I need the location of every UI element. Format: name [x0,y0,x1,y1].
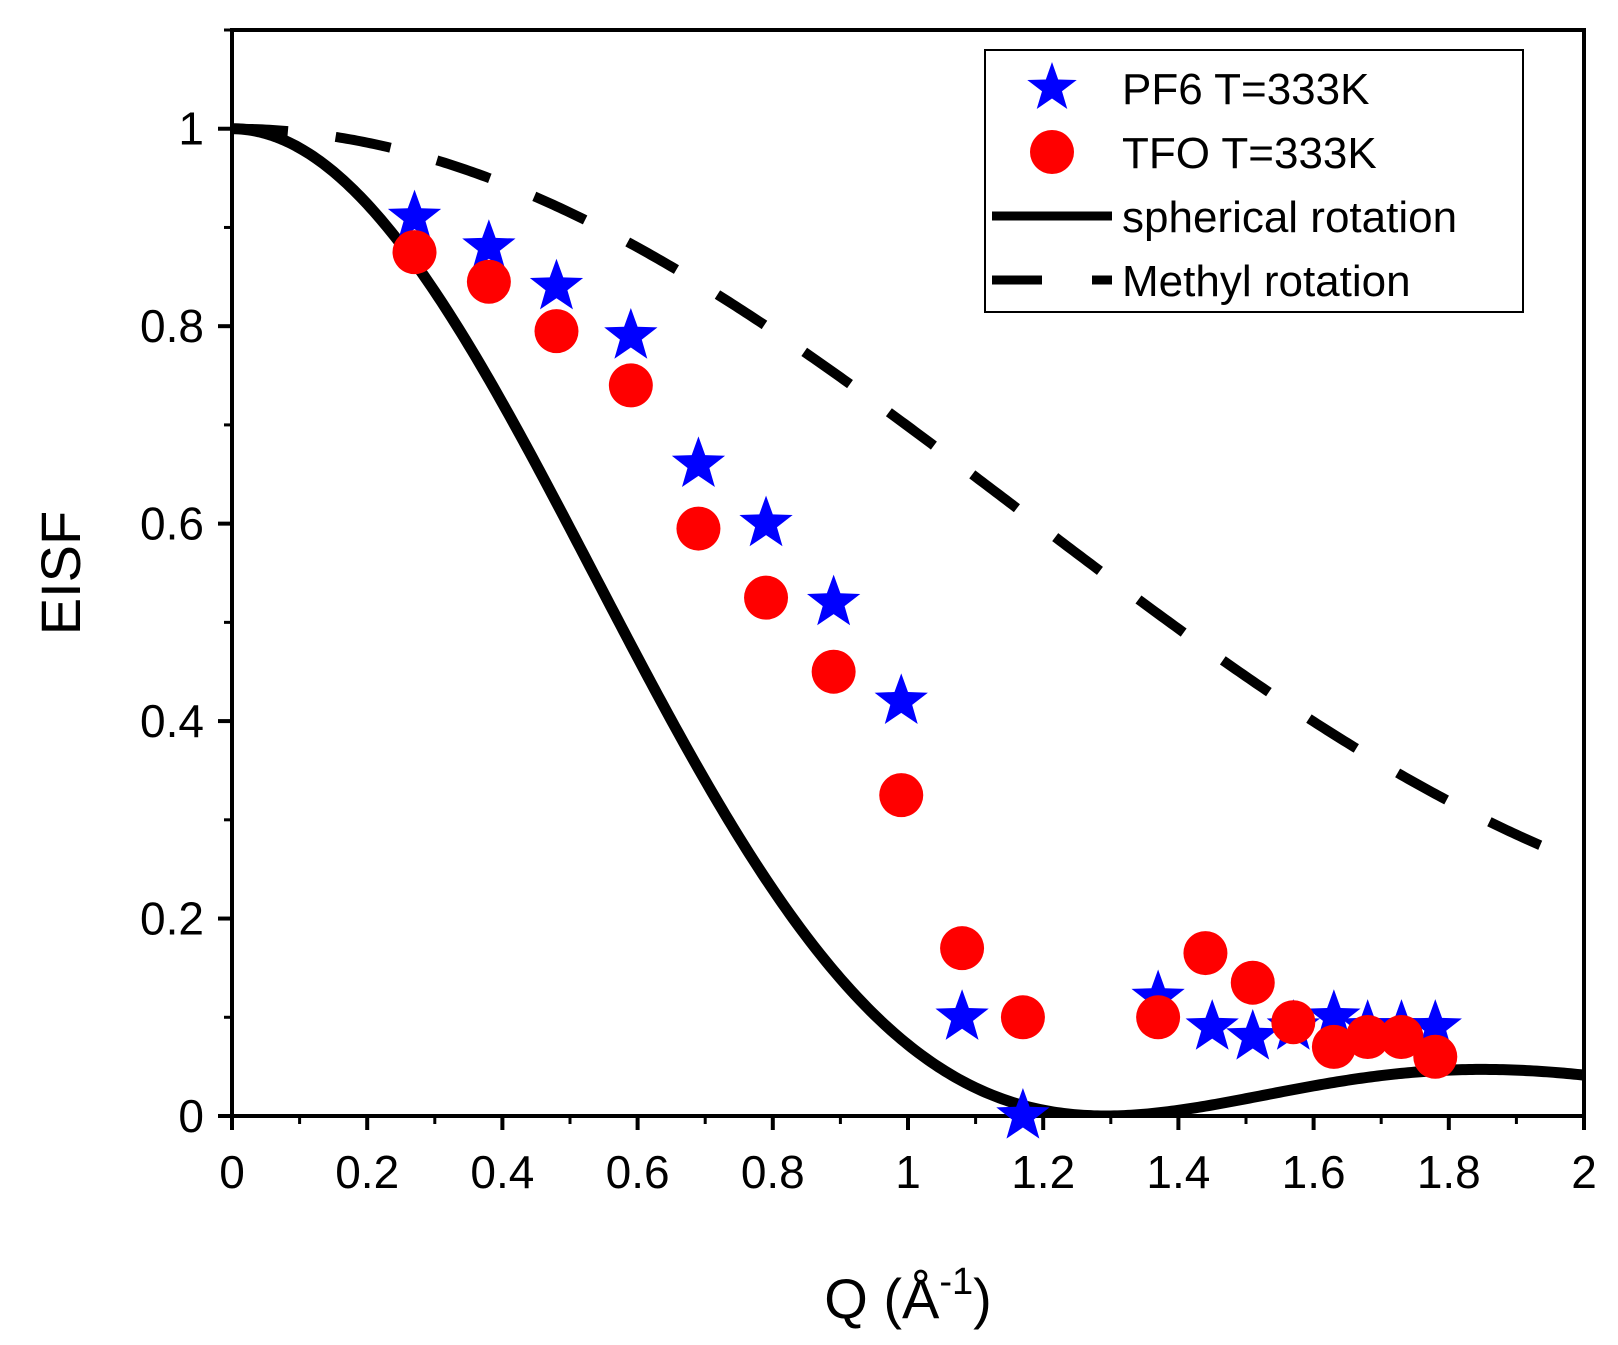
pf6-point [1307,989,1361,1040]
x-axis-title: Q (Å-1) [824,1261,992,1330]
x-tick-label: 1.4 [1146,1146,1210,1198]
legend-label: spherical rotation [1122,193,1457,242]
legend-pf6-marker [1027,62,1077,110]
tfo-point [744,575,789,620]
legend: PF6 T=333K TFO T=333K spherical rotation Me… [984,49,1524,313]
legend-box [984,49,1524,313]
pf6-point [387,189,442,241]
tfo-point [392,230,437,275]
tfo-point [534,309,579,354]
pf6-point [739,495,793,547]
methyl-rotation-curve [232,123,1584,868]
model-curves [232,123,1584,1116]
y-tick-label: 0.6 [140,498,204,550]
x-tick-label: 1.6 [1282,1146,1346,1198]
legend-tfo-marker [1030,130,1074,174]
y-tick-label: 1 [178,103,204,155]
x-tick-label: 0.8 [741,1146,805,1198]
pf6-point [996,1088,1050,1139]
x-tick-label: 0.4 [470,1146,534,1198]
tfo-point [940,926,985,971]
tfo-point [1311,1024,1356,1069]
legend-label: PF6 T=333K [1122,65,1369,114]
tfo-point [608,363,653,408]
tfo-point [1413,1034,1458,1079]
y-tick-label: 0 [178,1090,204,1142]
x-tick-label: 1 [895,1146,921,1198]
pf6-point [529,258,584,310]
y-axis-title: EISF [29,511,92,635]
tfo-series [392,230,1458,1079]
tfo-point [879,773,924,818]
tfo-point [811,649,856,694]
tfo-point [1183,931,1228,976]
x-tick-label: 1.2 [1011,1146,1075,1198]
tfo-point [1136,995,1181,1040]
tfo-point [1345,1015,1390,1060]
tfo-point [1379,1015,1424,1060]
tfo-point [1000,995,1045,1040]
y-tick-label: 0.8 [140,300,204,352]
tfo-point [676,506,721,551]
legend-label: Methyl rotation [1122,257,1411,306]
pf6-point [935,989,989,1040]
legend-label: TFO T=333K [1122,129,1377,178]
pf6-point [874,673,928,724]
y-axis: 0 0.2 0.4 0.6 0.8 1 [140,28,232,1142]
pf6-point [671,436,726,488]
spherical-rotation-curve [232,123,1584,1116]
x-tick-label: 1.8 [1417,1146,1481,1198]
x-axis: 0 0.2 0.4 0.6 0.8 1 1.2 1.4 1.6 1.8 2 [219,1116,1597,1198]
pf6-point [1408,999,1462,1050]
x-tick-label: 0.6 [606,1146,670,1198]
tfo-point [466,259,511,304]
x-tick-label: 0 [219,1146,245,1198]
y-tick-label: 0.4 [140,695,204,747]
pf6-point [807,574,861,626]
pf6-point [1226,1009,1280,1060]
x-tick-label: 2 [1571,1146,1597,1198]
y-tick-label: 0.2 [140,893,204,945]
pf6-point [462,219,516,270]
tfo-point [1230,960,1275,1005]
x-tick-label: 0.2 [335,1146,399,1198]
pf6-point [1131,969,1185,1021]
tfo-point [1271,1000,1316,1045]
pf6-point [1185,999,1239,1050]
pf6-point [604,308,658,359]
